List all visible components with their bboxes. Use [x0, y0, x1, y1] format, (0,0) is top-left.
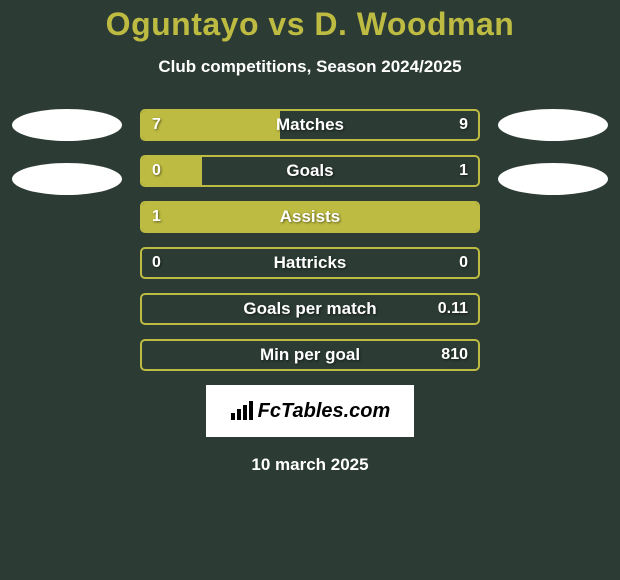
stat-label: Matches — [142, 111, 478, 139]
stat-bar: 1Assists — [140, 201, 480, 233]
title-right: D. Woodman — [314, 6, 514, 42]
stat-bar: Min per goal810 — [140, 339, 480, 371]
stat-right-value: 9 — [459, 111, 468, 139]
logo-text: FcTables.com — [258, 400, 391, 423]
subtitle: Club competitions, Season 2024/2025 — [0, 57, 620, 77]
main-row: 7Matches90Goals11Assists0Hattricks0Goals… — [0, 109, 620, 371]
stat-bar: 0Goals1 — [140, 155, 480, 187]
avatar-placeholder — [12, 109, 122, 141]
stat-bar: 7Matches9 — [140, 109, 480, 141]
avatar-placeholder — [498, 163, 608, 195]
comparison-card: Oguntayo vs D. Woodman Club competitions… — [0, 0, 620, 580]
stat-label: Min per goal — [142, 341, 478, 369]
right-side-col — [498, 109, 608, 195]
stat-label: Assists — [142, 203, 478, 231]
stat-right-value: 1 — [459, 157, 468, 185]
title-sep: vs — [268, 6, 305, 42]
avatar-placeholder — [498, 109, 608, 141]
page-title: Oguntayo vs D. Woodman — [0, 6, 620, 43]
stat-label: Hattricks — [142, 249, 478, 277]
stat-right-value: 0 — [459, 249, 468, 277]
stat-bar: 0Hattricks0 — [140, 247, 480, 279]
title-left: Oguntayo — [106, 6, 259, 42]
stat-bar: Goals per match0.11 — [140, 293, 480, 325]
stat-right-value: 0.11 — [438, 295, 468, 323]
date-text: 10 march 2025 — [0, 455, 620, 475]
stat-label: Goals — [142, 157, 478, 185]
logo-badge[interactable]: FcTables.com — [206, 385, 414, 437]
avatar-placeholder — [12, 163, 122, 195]
stat-label: Goals per match — [142, 295, 478, 323]
stat-bars: 7Matches90Goals11Assists0Hattricks0Goals… — [140, 109, 480, 371]
stat-right-value: 810 — [441, 341, 468, 369]
bars-icon — [230, 401, 254, 421]
left-side-col — [12, 109, 122, 195]
